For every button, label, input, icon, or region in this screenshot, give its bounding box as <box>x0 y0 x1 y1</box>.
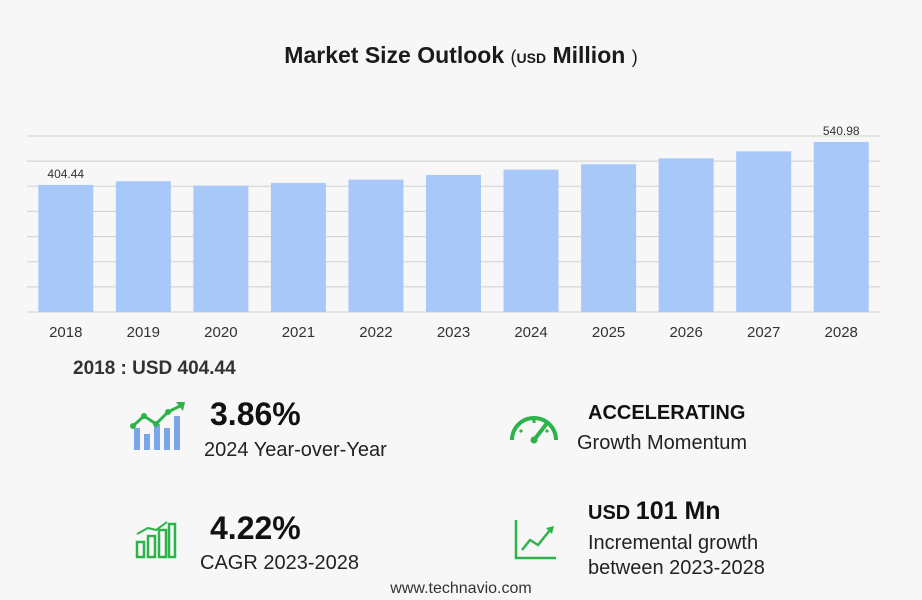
x-tick-label: 2023 <box>437 324 470 341</box>
incremental-label-line2: between 2023-2028 <box>588 557 765 579</box>
bar-2024 <box>503 169 559 312</box>
speedometer-icon <box>510 416 558 444</box>
bar-chart-growth-icon <box>130 402 185 450</box>
bar-2025 <box>581 164 637 312</box>
bar-2021 <box>270 182 326 312</box>
yoy-value: 3.86% <box>210 396 301 432</box>
base-value: 2018 : USD 404.44 <box>73 358 236 379</box>
momentum-value: ACCELERATING <box>588 402 746 424</box>
chart-title: Market Size Outlook (USD Million ) <box>0 42 922 69</box>
bar-2026 <box>658 158 714 312</box>
bar-2022 <box>348 179 404 312</box>
bar-2028 <box>813 141 869 312</box>
incremental-prefix: USD <box>588 502 631 524</box>
data-label-2018: 404.44 <box>47 167 84 181</box>
x-tick-label: 2027 <box>747 324 780 341</box>
cagr-value: 4.22% <box>210 510 301 546</box>
x-tick-label: 2021 <box>282 324 315 341</box>
cagr-label: CAGR 2023-2028 <box>200 552 359 574</box>
source-footer: www.technavio.com <box>390 580 532 597</box>
yoy-label: 2024 Year-over-Year <box>204 439 387 461</box>
x-tick-label: 2018 <box>49 324 82 341</box>
line-trend-icon <box>514 520 556 560</box>
x-tick-label: 2019 <box>127 324 160 341</box>
title-paren-close: ) <box>631 47 638 67</box>
bar-2019 <box>115 181 171 312</box>
incremental-value: USD 101 Mn <box>588 497 721 526</box>
data-label-2028: 540.98 <box>823 124 860 138</box>
incremental-label-line1: Incremental growth <box>588 532 759 554</box>
x-tick-label: 2026 <box>669 324 702 341</box>
momentum-label: Growth Momentum <box>577 432 748 454</box>
bar-2020 <box>193 185 249 312</box>
title-scale: Million <box>552 42 626 68</box>
x-tick-label: 2028 <box>825 324 858 341</box>
bar-chart: 2018 404.44 2019 2020 2021 2022 2023 2024 2025 20… <box>27 124 880 341</box>
bar-chart-outline-icon <box>135 521 177 559</box>
x-tick-label: 2025 <box>592 324 625 341</box>
title-unit: USD <box>516 50 547 66</box>
x-tick-label: 2024 <box>514 324 547 341</box>
bar-2027 <box>736 151 792 312</box>
title-main: Market Size Outlook <box>284 42 505 68</box>
bar-2018 <box>38 184 94 312</box>
incremental-amount: 101 Mn <box>635 497 721 525</box>
bar-2023 <box>426 174 481 312</box>
x-tick-label: 2022 <box>359 324 392 341</box>
x-tick-label: 2020 <box>204 324 237 341</box>
title-paren-open: ( <box>510 47 517 67</box>
